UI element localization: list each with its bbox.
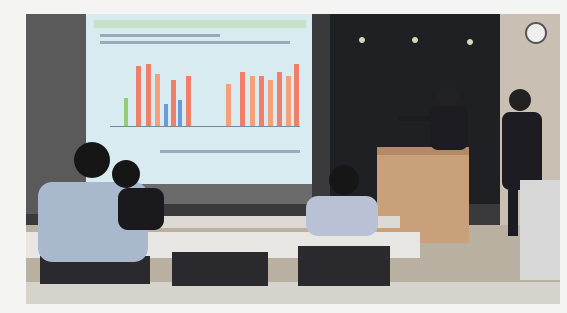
camera-equipment [520, 180, 560, 280]
light [467, 39, 473, 45]
slide-text-line [100, 34, 220, 37]
slide-title-band [94, 20, 306, 28]
clock [526, 23, 546, 43]
slide-text-line [100, 41, 290, 44]
light [412, 37, 418, 43]
scene [26, 14, 560, 304]
chair [298, 246, 390, 286]
photo [0, 0, 567, 313]
table [26, 282, 560, 304]
light [359, 37, 365, 43]
chair [172, 252, 268, 286]
podium [377, 147, 469, 243]
slide-caption [160, 150, 300, 153]
page [0, 0, 567, 313]
